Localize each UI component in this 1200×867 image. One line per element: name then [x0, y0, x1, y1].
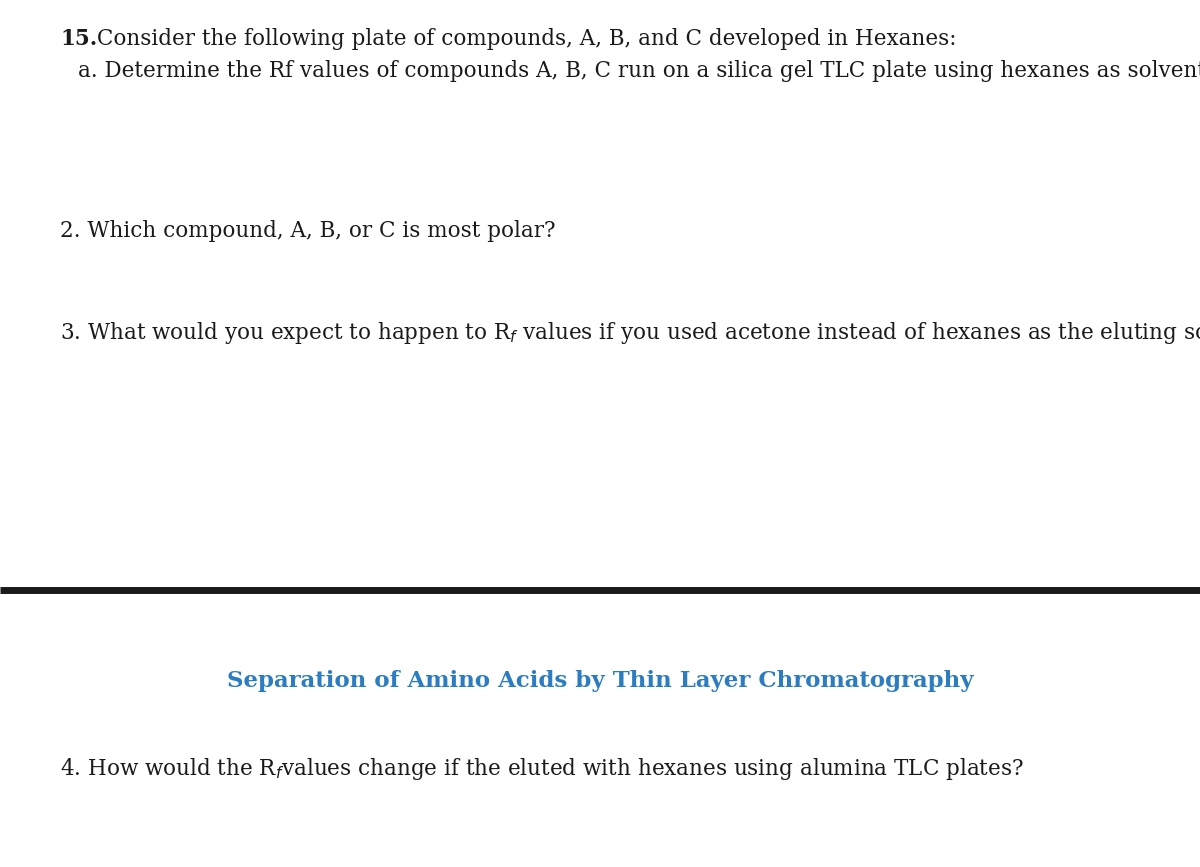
- Text: 2. Which compound, A, B, or C is most polar?: 2. Which compound, A, B, or C is most po…: [60, 220, 556, 242]
- Text: 4. How would the R$_f$values change if the eluted with hexanes using alumina TLC: 4. How would the R$_f$values change if t…: [60, 756, 1024, 782]
- Text: 15.: 15.: [60, 28, 97, 50]
- Text: a. Determine the Rf values of compounds A, B, C run on a silica gel TLC plate us: a. Determine the Rf values of compounds …: [78, 60, 1200, 82]
- Text: 3. What would you expect to happen to R$_f$ values if you used acetone instead o: 3. What would you expect to happen to R$…: [60, 320, 1200, 346]
- Text: Separation of Amino Acids by Thin Layer Chromatography: Separation of Amino Acids by Thin Layer …: [227, 670, 973, 692]
- Text: Consider the following plate of compounds, A, B, and C developed in Hexanes:: Consider the following plate of compound…: [90, 28, 956, 50]
